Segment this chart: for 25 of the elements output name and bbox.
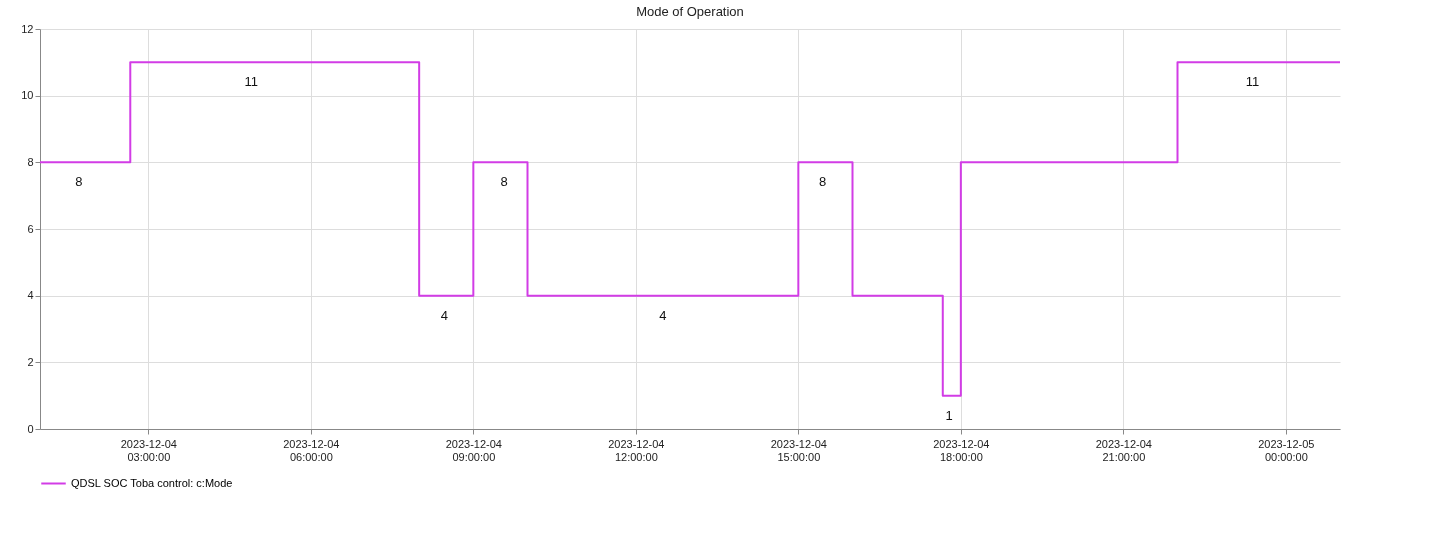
y-tick-label: 4 <box>27 289 34 302</box>
annotation: 11 <box>1245 74 1260 90</box>
x-tick-label: 2023-12-04 03:00:00 <box>120 437 177 463</box>
annotation: 4 <box>659 307 667 323</box>
x-tick-label: 2023-12-04 06:00:00 <box>283 437 340 463</box>
y-tick-label: 8 <box>27 155 34 168</box>
chart-title: Mode of Operation <box>636 4 744 19</box>
legend-label: QDSL SOC Toba control: c:Mode <box>71 476 233 489</box>
y-tick-label: 2 <box>27 355 34 368</box>
y-tick-label: 12 <box>21 22 34 35</box>
annotation: 4 <box>440 307 449 323</box>
y-tick-label: 10 <box>21 89 34 102</box>
x-tick-label: 2023-12-05 00:00:00 <box>1258 437 1315 463</box>
annotation: 8 <box>75 174 83 190</box>
annotation: 8 <box>819 174 827 190</box>
y-tick-label: 6 <box>27 222 34 235</box>
x-tick-label: 2023-12-04 18:00:00 <box>933 437 990 463</box>
annotation: 1 <box>945 407 953 423</box>
x-tick-label: 2023-12-04 12:00:00 <box>608 437 665 463</box>
x-tick-label: 2023-12-04 09:00:00 <box>445 437 502 463</box>
annotation: 8 <box>500 174 508 190</box>
annotation: 11 <box>244 74 258 90</box>
x-tick-label: 2023-12-04 15:00:00 <box>770 437 827 463</box>
y-tick-label: 0 <box>27 422 34 435</box>
x-tick-label: 2023-12-04 21:00:00 <box>1095 437 1152 463</box>
